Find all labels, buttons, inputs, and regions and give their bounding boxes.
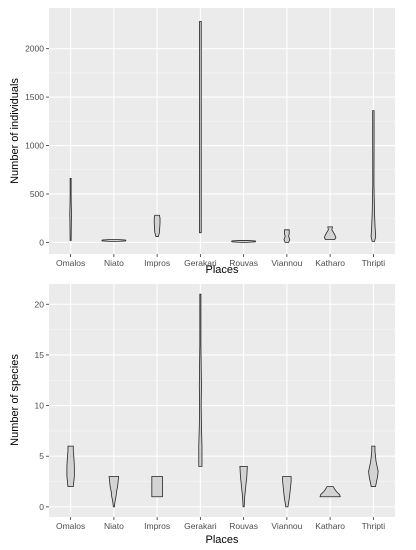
violin-rouvas xyxy=(239,465,248,508)
y-axis: 0 5 10 15 20 xyxy=(35,299,49,512)
x-tick-label: Omalos xyxy=(56,521,85,531)
plot-background xyxy=(49,284,395,517)
violin-viannou xyxy=(283,229,291,243)
violin-impros xyxy=(153,214,161,237)
y-tick-label: 20 xyxy=(35,299,45,309)
x-tick-label: Impros xyxy=(144,258,170,268)
panel-species: 0 5 10 15 20 Omalos Niato Impros Gerakari Rouvas… xyxy=(9,284,395,546)
violin-niato xyxy=(101,239,127,242)
violin-layer xyxy=(66,293,379,508)
violin-katharo xyxy=(319,486,341,498)
x-axis: Omalos Niato Impros Gerakari Rouvas Viannou Ka… xyxy=(56,254,385,268)
y-tick-label: 15 xyxy=(35,350,45,360)
y-axis: 0 500 1000 1500 2000 xyxy=(25,44,49,247)
violin-rouvas xyxy=(231,240,257,243)
violin-thripti xyxy=(368,445,379,488)
y-tick-label: 5 xyxy=(39,451,44,461)
violin-katharo xyxy=(323,226,337,240)
x-tick-label: Katharo xyxy=(315,258,345,268)
x-tick-label: Thripti xyxy=(362,521,386,531)
x-tick-label: Viannou xyxy=(271,258,302,268)
x-tick-label: Impros xyxy=(144,521,170,531)
x-tick-label: Viannou xyxy=(271,521,302,531)
x-tick-label: Niato xyxy=(104,258,124,268)
x-tick-label: Rouvas xyxy=(229,521,258,531)
x-tick-label: Thripti xyxy=(362,258,386,268)
y-tick-label: 10 xyxy=(35,401,45,411)
x-tick-label: Omalos xyxy=(56,258,85,268)
y-axis-label: Number of species xyxy=(9,354,21,446)
y-axis-label: Number of individuals xyxy=(9,78,21,184)
y-tick-label: 1000 xyxy=(25,141,44,151)
x-axis: Omalos Niato Impros Gerakari Rouvas Viannou Ka… xyxy=(56,517,385,531)
y-tick-label: 2000 xyxy=(25,44,44,54)
x-tick-label: Gerakari xyxy=(184,521,217,531)
x-axis-label: Places xyxy=(205,264,239,276)
y-tick-label: 1500 xyxy=(25,92,44,102)
plot-background xyxy=(49,8,395,254)
panel-individuals: 0 500 1000 1500 2000 Omalos Niato Impros Geraka… xyxy=(9,8,395,276)
violin-thripti xyxy=(370,110,377,242)
violin-omalos xyxy=(69,178,72,241)
x-tick-label: Niato xyxy=(104,521,124,531)
violin-impros xyxy=(151,476,163,498)
violin-niato xyxy=(108,476,120,508)
x-tick-label: Rouvas xyxy=(229,258,258,268)
y-tick-label: 0 xyxy=(39,502,44,512)
x-tick-label: Katharo xyxy=(315,521,345,531)
y-tick-label: 500 xyxy=(30,189,44,199)
violin-gerakari xyxy=(198,293,203,467)
x-axis-label: Places xyxy=(205,534,239,546)
violin-gerakari xyxy=(199,21,202,234)
violin-layer xyxy=(69,21,377,243)
violin-omalos xyxy=(66,445,75,488)
violin-viannou xyxy=(282,476,292,508)
x-tick-label: Gerakari xyxy=(184,258,217,268)
y-tick-label: 0 xyxy=(39,237,44,247)
